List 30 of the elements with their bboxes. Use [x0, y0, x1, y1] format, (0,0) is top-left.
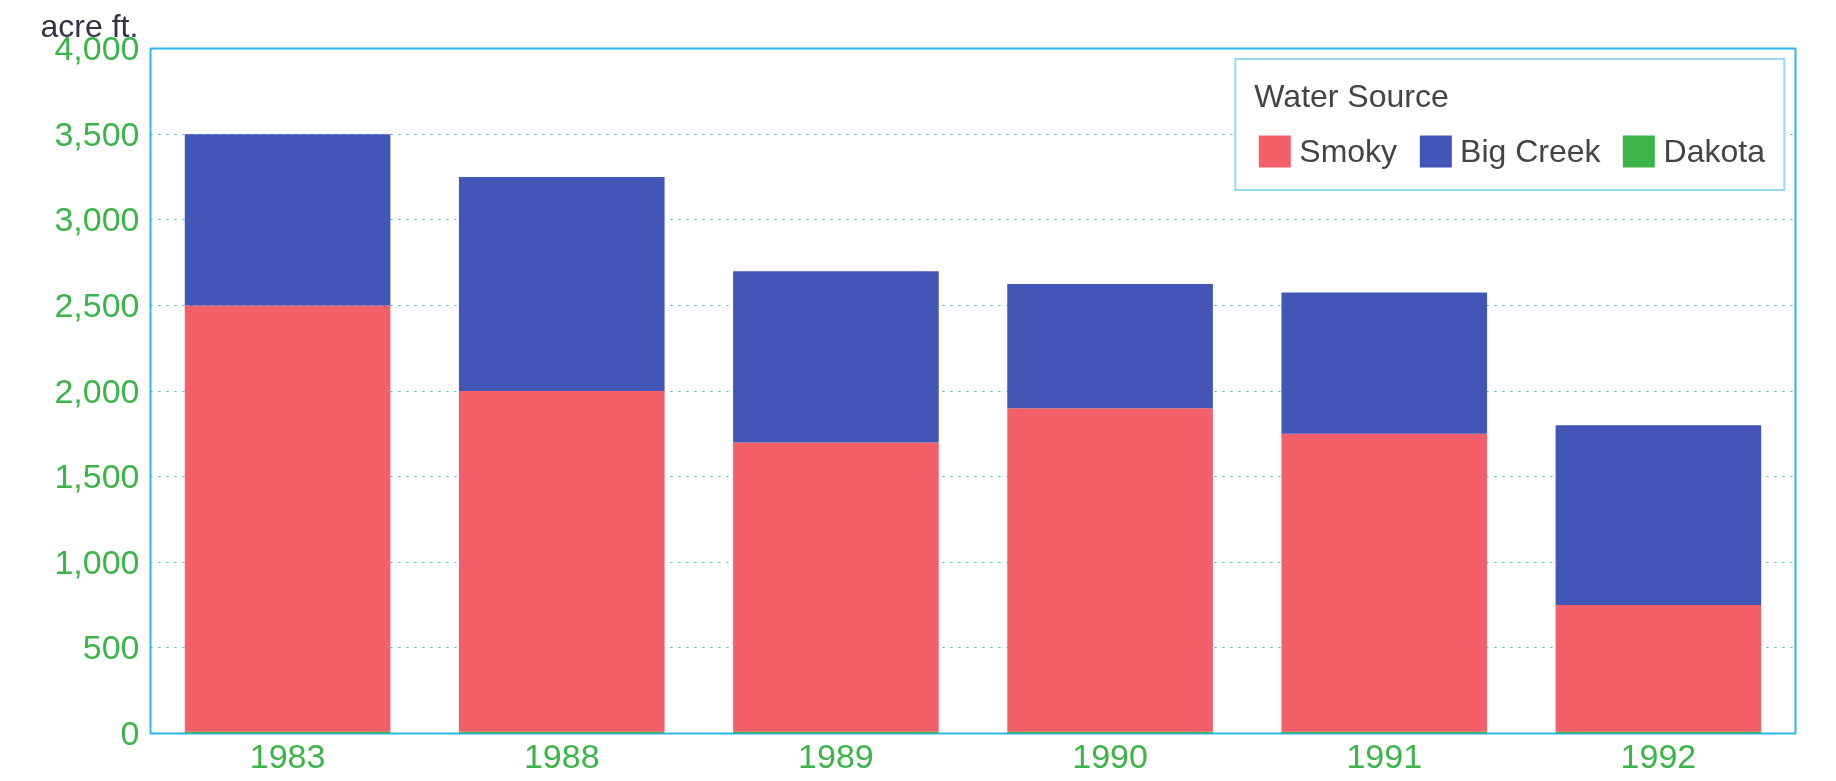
x-tick-label: 1992	[1620, 736, 1697, 775]
bar	[184, 305, 391, 732]
y-tick-label: 3,000	[54, 200, 140, 239]
legend-title: Water Source	[1254, 78, 1450, 115]
x-tick-label: 1990	[1072, 736, 1148, 775]
y-tick-label: 500	[82, 628, 140, 667]
legend-label: Dakota	[1663, 132, 1765, 170]
x-tick-label: 1988	[523, 736, 600, 775]
y-tick-label: 3,500	[54, 114, 140, 153]
bar	[1555, 425, 1762, 606]
bar	[1555, 605, 1762, 732]
y-tick-label: 0	[120, 714, 140, 752]
legend-label: Big Creek	[1460, 132, 1601, 170]
y-tick-label: 2,000	[54, 371, 140, 410]
bar	[458, 176, 665, 391]
x-tick-label: 1983	[249, 736, 326, 775]
bar	[1007, 408, 1213, 732]
x-tick-label: 1991	[1346, 736, 1423, 775]
y-tick-label: 1,000	[54, 542, 140, 581]
x-tick-label: 1989	[798, 736, 874, 775]
bar	[733, 442, 939, 732]
bar	[458, 391, 665, 732]
bar	[1281, 433, 1488, 732]
bar	[1007, 283, 1213, 409]
bar	[733, 271, 939, 443]
y-tick-label: 2,500	[54, 285, 140, 324]
y-tick-label: 1,500	[54, 457, 140, 496]
bar	[1281, 292, 1488, 434]
bar	[184, 134, 391, 306]
legend-label: Smoky	[1299, 132, 1398, 170]
